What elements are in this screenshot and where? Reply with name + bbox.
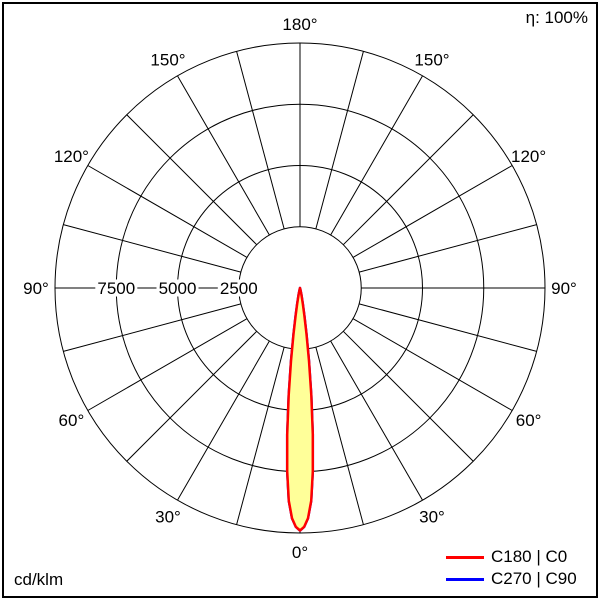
grid-spoke-285 xyxy=(63,303,241,352)
angle-label-30: 30° xyxy=(155,508,181,527)
efficiency-label: η: 100% xyxy=(525,8,588,27)
angle-label-120: 120° xyxy=(54,147,89,166)
grid-spoke-60 xyxy=(352,318,513,411)
angle-label-120: 120° xyxy=(511,147,546,166)
grid-spoke-300 xyxy=(87,318,248,411)
legend-line-c180-c0 xyxy=(446,555,484,559)
grid-spoke-330 xyxy=(177,340,270,501)
legend-item: C270 | C90 xyxy=(446,568,577,590)
grid-spoke-195 xyxy=(236,51,285,229)
radial-tick-label: 2500 xyxy=(220,279,258,298)
legend-label: C270 | C90 xyxy=(491,569,577,588)
radial-tick-label-bg xyxy=(95,279,138,297)
grid-spoke-75 xyxy=(359,303,537,352)
angle-label-150: 150° xyxy=(150,50,185,69)
grid-spoke-345 xyxy=(236,347,285,525)
unit-label: cd/klm xyxy=(14,570,64,589)
grid-spoke-135 xyxy=(342,114,474,246)
angle-label-60: 60° xyxy=(59,411,85,430)
grid-spoke-315 xyxy=(126,330,258,462)
angle-label-60: 60° xyxy=(516,411,542,430)
grid-spoke-165 xyxy=(315,51,364,229)
grid-spoke-210 xyxy=(177,75,270,236)
grid-spoke-120 xyxy=(352,165,513,258)
grid-spoke-105 xyxy=(359,224,537,273)
grid-spoke-255 xyxy=(63,224,241,273)
grid-spoke-15 xyxy=(315,347,364,525)
angle-label-180: 180° xyxy=(282,15,317,34)
legend-line-c270-c90 xyxy=(446,577,484,581)
legend-item: C180 | C0 xyxy=(446,546,577,568)
angle-label-150: 150° xyxy=(414,50,449,69)
radial-tick-label: 5000 xyxy=(159,279,197,298)
angle-label-30: 30° xyxy=(419,508,445,527)
grid-spoke-30 xyxy=(330,340,423,501)
radial-tick-label-bg xyxy=(217,279,260,297)
angle-label-90: 90° xyxy=(551,279,577,298)
angle-label-90: 90° xyxy=(23,279,49,298)
curve-c180-c0 xyxy=(285,286,315,532)
grid-spoke-225 xyxy=(126,114,258,246)
radial-tick-label: 7500 xyxy=(97,279,135,298)
grid-spoke-150 xyxy=(330,75,423,236)
angle-label-0: 0° xyxy=(292,543,308,562)
legend-label: C180 | C0 xyxy=(491,547,568,566)
radial-tick-label-bg xyxy=(156,279,199,297)
legend: C180 | C0 C270 | C90 xyxy=(446,546,577,590)
grid-spoke-45 xyxy=(342,330,474,462)
grid-spoke-240 xyxy=(87,165,248,258)
